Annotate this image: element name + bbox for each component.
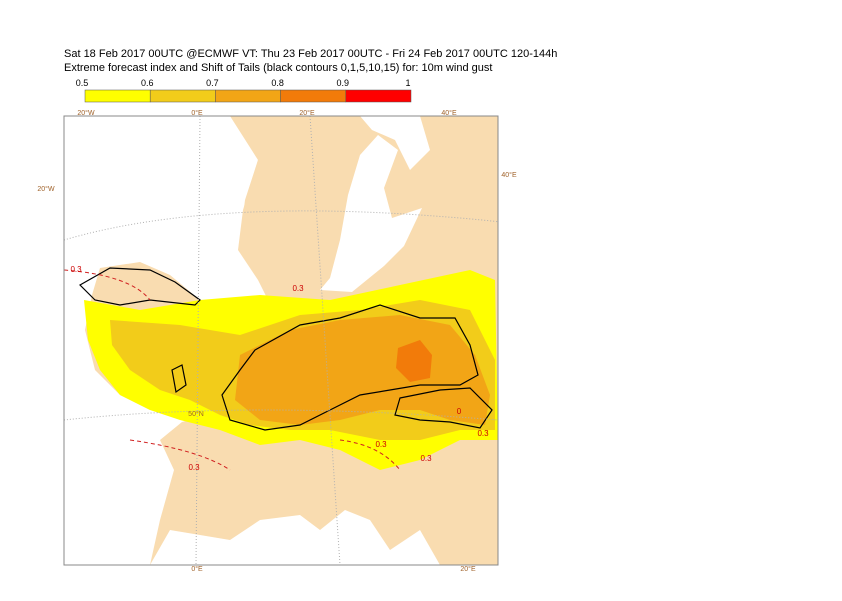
colorbar-tick-label: 1 (405, 78, 410, 88)
sot-contour (79, 267, 201, 306)
contour-label: 0.3 (188, 463, 200, 472)
graticule-label: 20°W (37, 185, 55, 193)
contour-label: 0 (457, 407, 462, 416)
colorbar-bin (84, 89, 151, 103)
graticule-label: 40°E (501, 171, 517, 179)
graticule-label: 20°W (77, 109, 95, 117)
efi-0.8 (396, 340, 432, 382)
sea-north (360, 116, 430, 170)
colorbar-tick-label: 0.9 (337, 78, 350, 88)
graticule-label: 40°E (441, 109, 457, 117)
sea-baltic (320, 135, 422, 292)
sea-mediterranean (150, 510, 440, 565)
colorbar-tick-label: 0.8 (271, 78, 284, 88)
graticule-label: 20°E (299, 109, 315, 117)
map-labels: 20°W 0°E 20°E 40°E 40°E 20°W 50°N 0°E 20°E 0.3 0.3… (37, 109, 517, 573)
title-line-1: Sat 18 Feb 2017 00UTC @ECMWF VT: Thu 23 … (64, 48, 557, 60)
graticule (64, 409, 498, 421)
colorbar-tick-label: 0.6 (141, 78, 154, 88)
contour-label: 0.3 (420, 454, 432, 463)
contour-label: 0.3 (375, 440, 387, 449)
efi-0.7 (235, 315, 490, 425)
efi-0.3-contour (64, 269, 401, 471)
colorbar-bin (149, 89, 216, 103)
map-frame (63, 115, 499, 566)
graticule-label: 0°E (191, 109, 203, 117)
colorbar-tick-label: 0.7 (206, 78, 219, 88)
contour-label: 0.3 (70, 265, 82, 274)
title-line-2: Extreme forecast index and Shift of Tail… (64, 62, 492, 74)
graticule (64, 210, 498, 250)
sot-contour (221, 304, 479, 431)
colorbar: 0.5 0.6 0.7 0.8 0.9 1 (76, 78, 412, 103)
sot-contour (171, 364, 187, 394)
colorbar-bin (215, 89, 281, 103)
colorbar-tick-label: 0.5 (76, 78, 89, 88)
colorbar-bin (345, 89, 412, 103)
colorbar-bin (280, 89, 347, 103)
contour-label: 0.3 (477, 429, 489, 438)
graticule (309, 116, 341, 565)
map (64, 116, 498, 565)
graticule-label: 50°N (188, 410, 204, 418)
graticule-label: 0°E (191, 565, 203, 573)
contour-label: 0.3 (292, 284, 304, 293)
land-scandinavia (230, 116, 330, 282)
graticule-label: 20°E (460, 565, 476, 573)
sot-contour (394, 387, 493, 429)
